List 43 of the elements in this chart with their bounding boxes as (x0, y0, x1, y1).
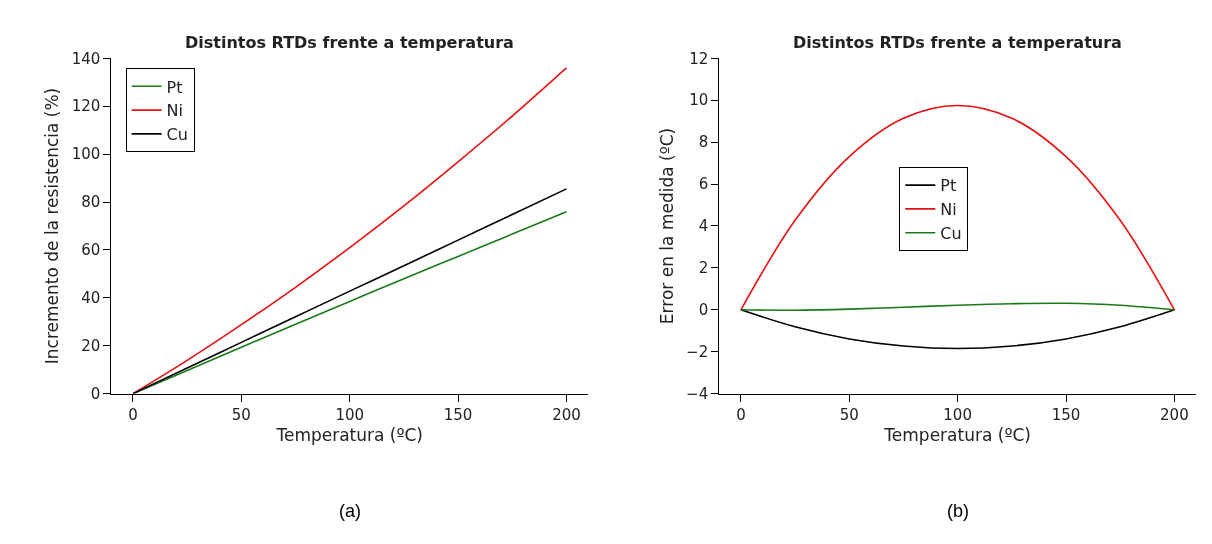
y-tick-label: 8 (698, 133, 709, 152)
line-series (740, 104, 1176, 311)
x-tick-label: 200 (552, 405, 581, 424)
x-tick-label: 150 (1051, 405, 1081, 424)
y-tick-label: 120 (71, 97, 101, 116)
legend-label: Pt (166, 77, 183, 97)
legend-label: Ni (940, 200, 957, 220)
legend-label: Cu (940, 223, 962, 243)
y-tick-label: 0 (698, 301, 709, 320)
x-tick-label: 50 (839, 405, 859, 424)
line-series (740, 302, 1176, 312)
legend-label: Ni (166, 101, 184, 121)
y-axis-title: Incremento de la resistencia (%) (42, 87, 63, 365)
y-tick-label: −2 (686, 342, 709, 361)
legend-label: Cu (166, 125, 188, 145)
y-tick-label: 80 (81, 193, 101, 212)
text: (a) (339, 501, 361, 521)
y-tick-label: 6 (698, 175, 709, 194)
x-tick-label: 150 (443, 405, 473, 424)
x-axis-title: Temperatura (ºC) (275, 425, 424, 446)
x-tick-label: 50 (231, 405, 251, 424)
y-tick-label: −4 (686, 384, 709, 403)
chart-title: Distintos RTDs frente a temperatura (793, 33, 1122, 52)
legend-label: Pt (940, 176, 957, 196)
y-tick-label: 12 (689, 49, 709, 68)
y-tick-label: 60 (81, 241, 101, 260)
y-tick-label: 4 (698, 217, 709, 236)
y-tick-label: 100 (71, 145, 101, 164)
y-axis-title: Error en la medida (ºC) (656, 127, 677, 325)
chart-title: Distintos RTDs frente a temperatura (185, 33, 514, 52)
text: (b) (947, 501, 969, 521)
y-tick-label: 20 (81, 336, 101, 355)
y-tick-label: 140 (71, 49, 101, 68)
x-tick-label: 200 (1160, 405, 1189, 424)
y-tick-label: 40 (81, 289, 101, 308)
y-tick-label: 10 (689, 91, 709, 110)
y-tick-label: 0 (90, 384, 101, 403)
x-tick-label: 0 (128, 405, 138, 424)
x-axis-title: Temperatura (ºC) (883, 425, 1031, 446)
x-tick-label: 100 (943, 405, 972, 424)
x-tick-label: 100 (335, 405, 365, 424)
y-tick-label: 2 (698, 259, 709, 278)
x-tick-label: 0 (736, 405, 746, 424)
